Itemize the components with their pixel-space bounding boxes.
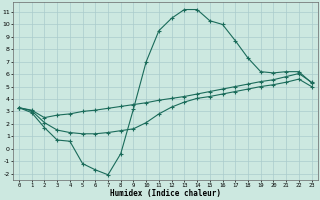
X-axis label: Humidex (Indice chaleur): Humidex (Indice chaleur) [110, 189, 221, 198]
